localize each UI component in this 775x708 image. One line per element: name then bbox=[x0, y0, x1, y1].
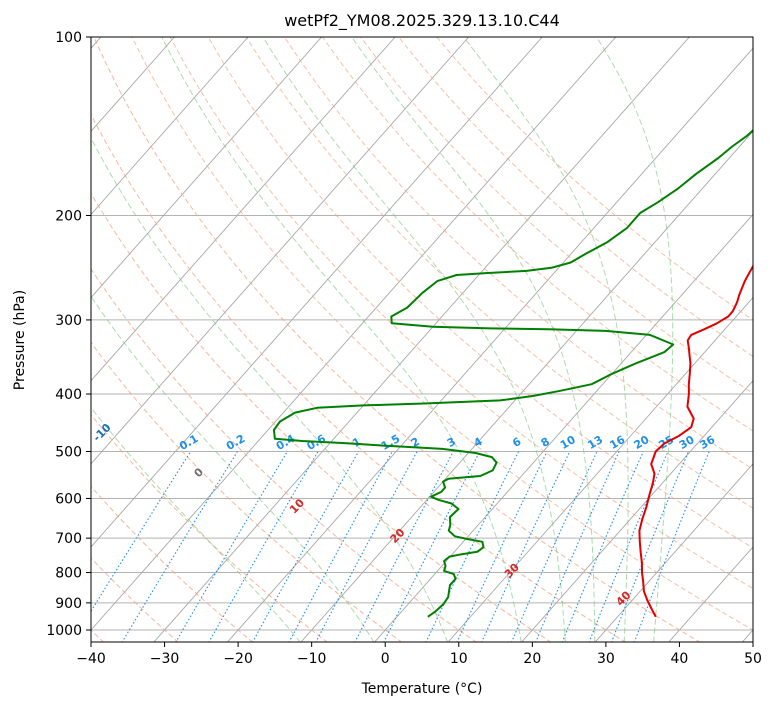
x-tick-label: −10 bbox=[297, 651, 327, 667]
mixing-ratio-line bbox=[315, 451, 418, 642]
y-tick-label: 1000 bbox=[46, 623, 82, 639]
y-tick-label: 200 bbox=[55, 209, 82, 225]
y-tick-label: 100 bbox=[55, 30, 82, 46]
mixing-ratio-line bbox=[481, 451, 571, 642]
background-lines bbox=[91, 37, 753, 642]
mixing-ratio-line bbox=[425, 451, 520, 642]
x-tick-label: 10 bbox=[450, 651, 468, 667]
y-axis-title: Pressure (hPa) bbox=[12, 290, 28, 390]
isotherm-line bbox=[91, 37, 322, 299]
mixing-ratio-line bbox=[208, 451, 319, 642]
mixing-ratio-line bbox=[456, 451, 548, 642]
y-tick-label: 600 bbox=[55, 491, 82, 507]
chart-title: wetPf2_YM08.2025.329.13.10.C44 bbox=[284, 11, 560, 31]
dry-adiabat-line bbox=[131, 37, 753, 631]
isotherm-line bbox=[153, 37, 690, 642]
isotherm-line bbox=[91, 37, 617, 631]
mixing-ratio-line bbox=[91, 451, 192, 613]
isotherm-line bbox=[227, 47, 753, 642]
isotherm-line bbox=[91, 37, 396, 382]
moist-adiabat-line bbox=[351, 37, 596, 642]
moist-adiabat-line bbox=[91, 406, 301, 642]
isotherm-line bbox=[300, 130, 753, 642]
temperature-trace bbox=[638, 264, 753, 618]
x-tick-label: 50 bbox=[744, 651, 762, 667]
y-tick-label: 700 bbox=[55, 531, 82, 547]
mixing-ratio-line bbox=[383, 451, 481, 642]
moist-adiabat-line bbox=[91, 137, 449, 642]
isotherm-line bbox=[447, 296, 753, 642]
dewpoint-trace bbox=[272, 129, 753, 618]
y-tick-label: 900 bbox=[55, 596, 82, 612]
dry-adiabat-line bbox=[283, 37, 753, 470]
dry-adiabat-line bbox=[93, 37, 701, 642]
x-tick-label: 40 bbox=[671, 651, 689, 667]
moist-adiabat-line bbox=[91, 295, 375, 642]
isotherm-line bbox=[91, 37, 543, 548]
dry-adiabat-line bbox=[169, 37, 753, 590]
x-tick-label: −20 bbox=[223, 651, 253, 667]
x-tick-label: −40 bbox=[76, 651, 106, 667]
dry-adiabat-line bbox=[91, 192, 552, 642]
mixing-ratio-line bbox=[510, 451, 598, 642]
x-tick-label: 20 bbox=[523, 651, 541, 667]
isotherm-line bbox=[91, 37, 470, 465]
moist-adiabat-line bbox=[463, 37, 629, 642]
mixing-ratio-line bbox=[561, 451, 644, 642]
x-tick-label: −30 bbox=[150, 651, 180, 667]
dry-adiabat-line bbox=[245, 37, 753, 509]
moist-adiabat-line bbox=[596, 37, 674, 642]
mixing-ratio-line bbox=[252, 451, 360, 642]
dry-adiabat-label: -20 bbox=[9, 391, 32, 414]
isotherm-line bbox=[594, 463, 753, 642]
dry-adiabat-line bbox=[91, 268, 477, 642]
y-tick-label: 800 bbox=[55, 566, 82, 582]
moist-adiabat-line bbox=[262, 37, 566, 642]
x-tick-label: 0 bbox=[381, 651, 390, 667]
moist-adiabat-line bbox=[161, 37, 522, 642]
mixing-ratio-line bbox=[288, 451, 393, 642]
x-axis-title: Temperature (°C) bbox=[361, 681, 483, 697]
axis-ticks: −40 −30 −20 −10 0 10 20 30 40 50 1000 900 800 700 600 5… bbox=[46, 30, 762, 667]
x-tick-label: 30 bbox=[597, 651, 615, 667]
dry-adiabat-line bbox=[398, 37, 753, 358]
dry-adiabat-line bbox=[91, 341, 403, 642]
dry-adiabat-line bbox=[91, 413, 328, 642]
mixing-ratio-line bbox=[354, 451, 454, 642]
isotherm-line bbox=[91, 37, 249, 216]
dry-adiabat-line bbox=[91, 485, 254, 642]
y-tick-label: 300 bbox=[55, 313, 82, 329]
mixing-ratio-line bbox=[175, 451, 288, 642]
mixing-ratio-line bbox=[121, 451, 238, 642]
profile-traces bbox=[272, 129, 753, 618]
y-tick-label: 500 bbox=[55, 444, 82, 460]
y-tick-label: 400 bbox=[55, 387, 82, 403]
isotherm-line bbox=[521, 379, 753, 642]
plot-frame bbox=[90, 36, 754, 643]
dry-adiabat-line bbox=[91, 113, 627, 642]
dry-adiabat-line bbox=[360, 37, 753, 394]
isotherm-line bbox=[374, 213, 753, 642]
